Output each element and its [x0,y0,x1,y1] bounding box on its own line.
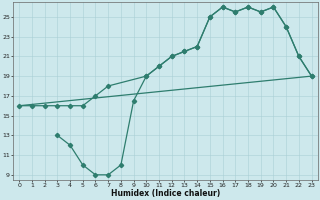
X-axis label: Humidex (Indice chaleur): Humidex (Indice chaleur) [111,189,220,198]
